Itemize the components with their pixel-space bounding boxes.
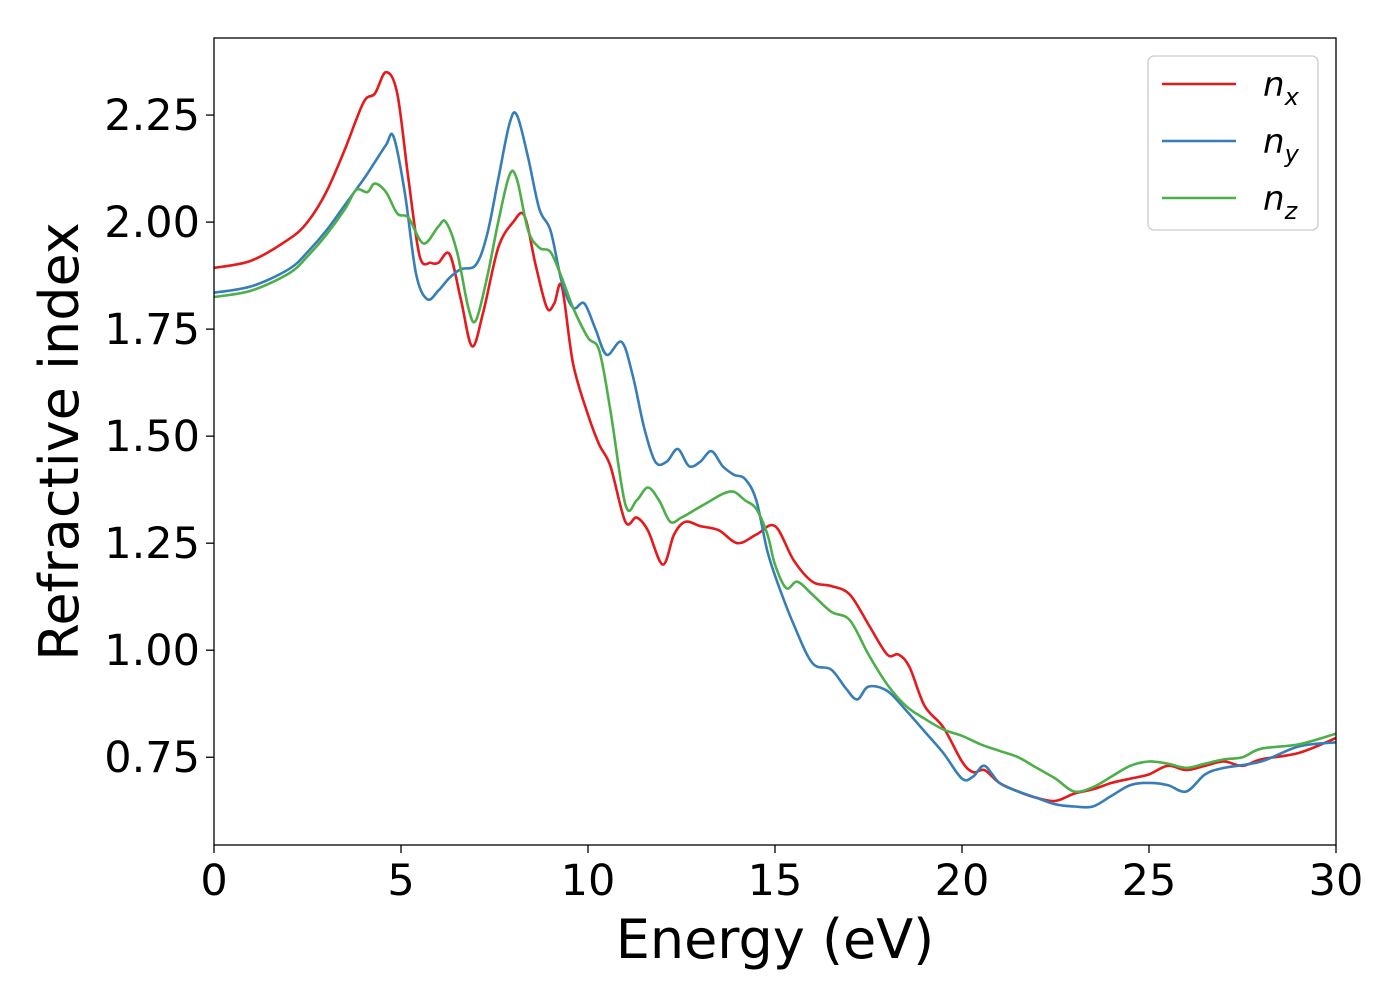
x-axis: 0 5 10 15 20 25 30: [200, 845, 1363, 906]
series-line-nz: [214, 169, 1336, 794]
y-tick-label: 1.25: [104, 519, 200, 569]
legend-label-subscript: z: [1284, 197, 1299, 225]
y-tick-label: 2.00: [104, 198, 200, 248]
x-tick-label: 25: [1122, 856, 1177, 906]
y-tick-label: 1.75: [104, 305, 200, 355]
series-lines: [214, 70, 1336, 809]
series-line-ny: [214, 111, 1336, 809]
x-tick-label: 30: [1309, 856, 1364, 906]
legend-label-nz: nz: [1263, 179, 1299, 225]
y-tick-label: 2.25: [104, 91, 200, 141]
legend-label-ny: ny: [1263, 122, 1300, 168]
x-tick-label: 15: [748, 856, 803, 906]
y-axis: 0.75 1.00 1.25 1.50 1.75 2.00 2.25: [104, 91, 214, 783]
legend-box: [1147, 55, 1319, 231]
x-tick-label: 5: [387, 856, 414, 906]
x-tick-label: 0: [200, 856, 227, 906]
legend-label-base: n: [1263, 65, 1285, 105]
x-tick-label: 20: [935, 856, 990, 906]
y-tick-label: 1.50: [104, 412, 200, 462]
legend-label-base: n: [1263, 122, 1285, 162]
legend-label-base: n: [1263, 179, 1285, 219]
y-tick-label: 1.00: [104, 626, 200, 676]
legend-label-nx: nx: [1263, 65, 1300, 111]
legend-label-subscript: x: [1284, 83, 1300, 111]
y-tick-label: 0.75: [104, 733, 200, 783]
x-tick-label: 10: [561, 856, 616, 906]
legend-label-subscript: y: [1284, 140, 1300, 168]
y-axis-label: Refractive index: [28, 222, 91, 661]
x-axis-label: Energy (eV): [616, 908, 935, 971]
